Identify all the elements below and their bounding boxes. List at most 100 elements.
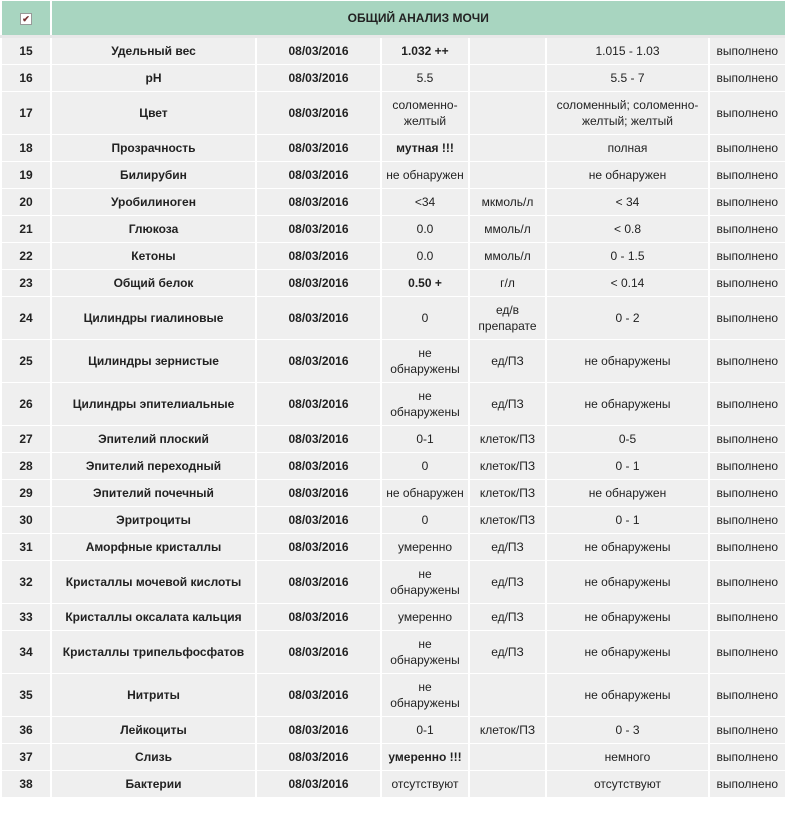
reference-range: < 0.8: [545, 215, 710, 243]
status: выполнено: [707, 560, 785, 604]
status: выполнено: [707, 479, 785, 507]
reference-range: 0 - 1.5: [545, 242, 710, 270]
status: выполнено: [707, 630, 785, 674]
table-row[interactable]: 34 Кристаллы трипельфосфатов 08/03/2016 не …: [0, 630, 785, 674]
result-value: 0-1: [380, 425, 470, 453]
table-row[interactable]: 18 Прозрачность 08/03/2016 мутная !!! полная…: [0, 134, 785, 162]
unit: [468, 161, 547, 189]
table-row[interactable]: 22 Кетоны 08/03/2016 0.0 ммоль/л 0 - 1.5 выпол…: [0, 242, 785, 270]
table-row[interactable]: 29 Эпителий почечный 08/03/2016 не обнаруже…: [0, 479, 785, 507]
status: выполнено: [707, 36, 785, 65]
row-number: 15: [0, 36, 52, 65]
select-all-checkbox[interactable]: ✔: [0, 0, 52, 38]
table-row[interactable]: 15 Удельный вес 08/03/2016 1.032 ++ 1.015 - …: [0, 36, 785, 65]
unit: [468, 134, 547, 162]
unit: ед/ПЗ: [468, 560, 547, 604]
table-row[interactable]: 24 Цилиндры гиалиновые 08/03/2016 0 ед/в пре…: [0, 296, 785, 340]
unit: [468, 743, 547, 771]
status: выполнено: [707, 161, 785, 189]
row-number: 22: [0, 242, 52, 270]
reference-range: не обнаружены: [545, 560, 710, 604]
results-table: ✔ ОБЩИЙ АНАЛИЗ МОЧИ 15 Удельный вес 08/03/…: [0, 0, 785, 798]
table-row[interactable]: 38 Бактерии 08/03/2016 отсутствуют отсутству…: [0, 770, 785, 798]
unit: клеток/ПЗ: [468, 425, 547, 453]
table-row[interactable]: 30 Эритроциты 08/03/2016 0 клеток/ПЗ 0 - 1 вып…: [0, 506, 785, 534]
test-date: 08/03/2016: [255, 91, 382, 135]
result-value: не обнаружен: [380, 479, 470, 507]
row-number: 38: [0, 770, 52, 798]
test-date: 08/03/2016: [255, 630, 382, 674]
table-row[interactable]: 36 Лейкоциты 08/03/2016 0-1 клеток/ПЗ 0 - 3 вы…: [0, 716, 785, 744]
unit: клеток/ПЗ: [468, 716, 547, 744]
status: выполнено: [707, 269, 785, 297]
test-date: 08/03/2016: [255, 382, 382, 426]
test-date: 08/03/2016: [255, 64, 382, 92]
row-number: 30: [0, 506, 52, 534]
table-row[interactable]: 37 Слизь 08/03/2016 умеренно !!! немного выпо…: [0, 743, 785, 771]
table-row[interactable]: 27 Эпителий плоский 08/03/2016 0-1 клеток/ПЗ…: [0, 425, 785, 453]
reference-range: не обнаружены: [545, 533, 710, 561]
reference-range: не обнаружены: [545, 630, 710, 674]
test-name: Цилиндры эпителиальные: [50, 382, 257, 426]
status: выполнено: [707, 533, 785, 561]
table-row[interactable]: 20 Уробилиноген 08/03/2016 <34 мкмоль/л < 34 в…: [0, 188, 785, 216]
test-date: 08/03/2016: [255, 560, 382, 604]
unit: ед/в препарате: [468, 296, 547, 340]
table-row[interactable]: 28 Эпителий переходный 08/03/2016 0 клеток/П…: [0, 452, 785, 480]
table-row[interactable]: 32 Кристаллы мочевой кислоты 08/03/2016 не …: [0, 560, 785, 604]
test-date: 08/03/2016: [255, 673, 382, 717]
result-value: 5.5: [380, 64, 470, 92]
test-name: Удельный вес: [50, 36, 257, 65]
unit: ед/ПЗ: [468, 630, 547, 674]
result-value: не обнаружены: [380, 339, 470, 383]
result-value: 0.0: [380, 215, 470, 243]
test-name: Эпителий плоский: [50, 425, 257, 453]
status: выполнено: [707, 188, 785, 216]
result-value: не обнаружены: [380, 673, 470, 717]
status: выполнено: [707, 770, 785, 798]
status: выполнено: [707, 425, 785, 453]
status: выполнено: [707, 673, 785, 717]
result-value: не обнаружены: [380, 630, 470, 674]
row-number: 29: [0, 479, 52, 507]
table-row[interactable]: 16 pH 08/03/2016 5.5 5.5 - 7 выполнено: [0, 64, 785, 92]
table-row[interactable]: 26 Цилиндры эпителиальные 08/03/2016 не обн…: [0, 382, 785, 426]
table-row[interactable]: 35 Нитриты 08/03/2016 не обнаружены не обнар…: [0, 673, 785, 717]
status: выполнено: [707, 506, 785, 534]
unit: ед/ПЗ: [468, 603, 547, 631]
test-name: pH: [50, 64, 257, 92]
status: выполнено: [707, 716, 785, 744]
test-name: Общий белок: [50, 269, 257, 297]
status: выполнено: [707, 603, 785, 631]
row-number: 34: [0, 630, 52, 674]
table-row[interactable]: 19 Билирубин 08/03/2016 не обнаружен не обна…: [0, 161, 785, 189]
test-date: 08/03/2016: [255, 36, 382, 65]
reference-range: 0 - 3: [545, 716, 710, 744]
row-number: 17: [0, 91, 52, 135]
unit: г/л: [468, 269, 547, 297]
test-name: Прозрачность: [50, 134, 257, 162]
test-name: Цвет: [50, 91, 257, 135]
reference-range: полная: [545, 134, 710, 162]
table-row[interactable]: 33 Кристаллы оксалата кальция 08/03/2016 ум…: [0, 603, 785, 631]
test-name: Цилиндры гиалиновые: [50, 296, 257, 340]
row-number: 20: [0, 188, 52, 216]
table-row[interactable]: 23 Общий белок 08/03/2016 0.50 + г/л < 0.14 вы…: [0, 269, 785, 297]
table-row[interactable]: 25 Цилиндры зернистые 08/03/2016 не обнаруж…: [0, 339, 785, 383]
table-row[interactable]: 17 Цвет 08/03/2016 соломенно-желтый соломенн…: [0, 91, 785, 135]
test-name: Лейкоциты: [50, 716, 257, 744]
status: выполнено: [707, 339, 785, 383]
test-date: 08/03/2016: [255, 716, 382, 744]
test-date: 08/03/2016: [255, 242, 382, 270]
status: выполнено: [707, 242, 785, 270]
row-number: 21: [0, 215, 52, 243]
table-row[interactable]: 31 Аморфные кристаллы 08/03/2016 умеренно ед…: [0, 533, 785, 561]
test-date: 08/03/2016: [255, 269, 382, 297]
table-row[interactable]: 21 Глюкоза 08/03/2016 0.0 ммоль/л < 0.8 выполн…: [0, 215, 785, 243]
row-number: 16: [0, 64, 52, 92]
row-number: 32: [0, 560, 52, 604]
status: выполнено: [707, 91, 785, 135]
result-value: умеренно !!!: [380, 743, 470, 771]
test-date: 08/03/2016: [255, 425, 382, 453]
reference-range: не обнаружены: [545, 603, 710, 631]
